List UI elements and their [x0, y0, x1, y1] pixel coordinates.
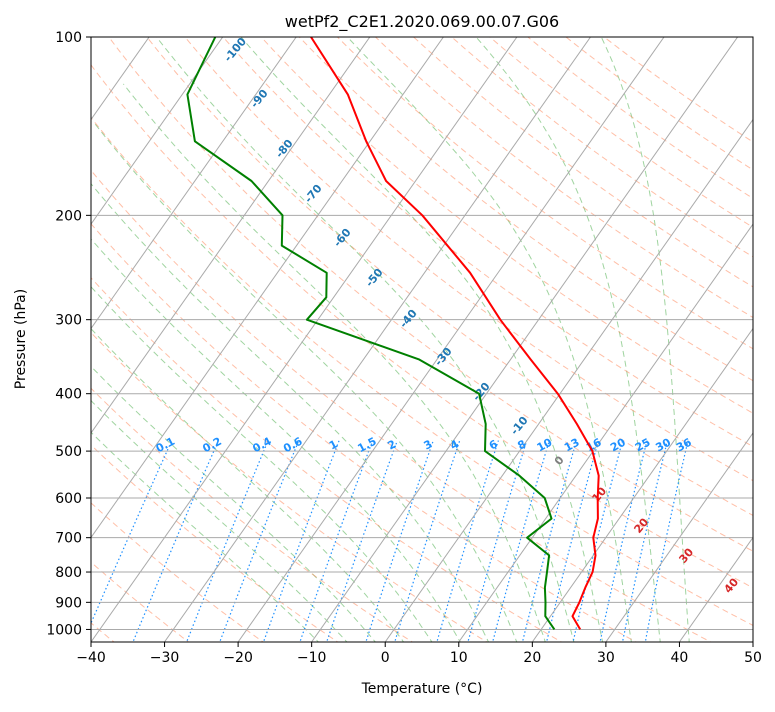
mixing-ratio-label: 0.4	[250, 435, 274, 456]
dry-adiabat-label: 30	[676, 545, 696, 565]
mixing-ratio-line	[645, 441, 688, 645]
mixing-ratio-line	[365, 441, 433, 645]
isotherm-line	[0, 24, 306, 645]
moist-adiabat-line	[123, 84, 546, 645]
dry-adiabat-label: -40	[397, 307, 420, 331]
mixing-ratio-line	[546, 441, 599, 645]
plot-frame	[91, 37, 753, 642]
y-tick-label: 400	[55, 387, 82, 403]
mixing-ratio-label: 2	[385, 437, 398, 452]
x-tick-label: 10	[450, 650, 468, 666]
y-tick-label: 500	[55, 444, 82, 460]
x-axis-label: Temperature (°C)	[361, 681, 483, 697]
mixing-ratio-line	[82, 441, 172, 645]
x-tick-label: −20	[223, 650, 253, 666]
isotherm-line	[0, 24, 379, 645]
dry-adiabat-line	[287, 24, 775, 645]
dry-adiabat-line	[324, 24, 775, 645]
isotherm-line	[236, 24, 673, 645]
dry-adiabat-line	[512, 24, 775, 645]
mixing-ratio-line	[436, 441, 498, 645]
isotherm-line	[89, 24, 526, 645]
dry-adiabat-label: -90	[248, 87, 271, 111]
moist-adiabat-line	[476, 37, 660, 644]
pressure-grid	[91, 37, 753, 629]
x-tick-label: −30	[150, 650, 180, 666]
mixing-ratio-line	[132, 441, 218, 645]
mixing-ratio-line	[600, 441, 648, 645]
mixing-ratio-line	[219, 441, 299, 645]
isotherm-line	[0, 24, 11, 645]
mixing-ratio-line	[522, 441, 577, 645]
dry-adiabat-label: -50	[363, 266, 386, 290]
dry-adiabat-label: 0	[552, 453, 567, 467]
isotherm-line	[163, 24, 600, 645]
y-tick-label: 700	[55, 531, 82, 547]
mixing-ratio-label: 1.5	[355, 435, 378, 456]
moist-adiabat-line	[601, 37, 689, 644]
mixing-ratio-label: 3	[422, 437, 435, 452]
mixing-ratio-label: 6	[487, 437, 500, 452]
dry-adiabat-line	[0, 24, 566, 645]
x-tick-label: −40	[76, 650, 106, 666]
y-tick-label: 100	[55, 30, 82, 46]
x-tick-label: 50	[744, 650, 762, 666]
mixing-ratio-line	[263, 441, 340, 645]
mixing-ratio-label: 0.1	[154, 435, 177, 456]
mixing-ratio-line	[622, 441, 667, 645]
dry-adiabat-line	[0, 24, 416, 645]
x-tick-label: 30	[597, 650, 615, 666]
dewpoint-profile-line	[187, 37, 554, 629]
x-tick-label: 0	[381, 650, 390, 666]
dry-adiabat-line	[475, 24, 775, 645]
y-tick-label: 200	[55, 208, 82, 224]
dry-adiabat-line	[0, 24, 491, 645]
isotherm-line	[531, 24, 775, 645]
isotherm-grid	[0, 24, 775, 645]
profiles	[187, 37, 598, 629]
dry-adiabat-label: -100	[221, 35, 249, 65]
dry-adiabat-line	[437, 24, 775, 645]
mixing-ratio-line	[467, 441, 526, 645]
moist-adiabat-line	[49, 188, 461, 644]
x-tick-label: 20	[523, 650, 541, 666]
isotherm-line	[457, 24, 775, 645]
y-tick-label: 600	[55, 491, 82, 507]
mixing-ratio-label: 8	[515, 437, 528, 452]
mixing-ratio-label: 0.2	[200, 435, 223, 456]
chart-title: wetPf2_C2E1.2020.069.00.07.G06	[285, 12, 559, 32]
mixing-ratio-line	[186, 441, 268, 645]
y-tick-label: 300	[55, 313, 82, 329]
mixing-ratio-label: 4	[448, 437, 461, 452]
isotherm-line	[0, 24, 232, 645]
dry-adiabat-line	[137, 24, 775, 645]
dry-adiabat-label: 10	[589, 484, 609, 504]
y-tick-label: 900	[55, 595, 82, 611]
moist-adiabat-line	[347, 37, 631, 644]
isotherm-line	[751, 24, 775, 645]
dry-adiabat-line	[0, 24, 267, 645]
x-tick-label: 40	[671, 650, 689, 666]
dry-adiabat-label: -80	[273, 137, 296, 161]
moist-adiabats	[0, 37, 689, 644]
isotherm-line	[384, 24, 775, 645]
y-axis-label: Pressure (hPa)	[13, 289, 29, 389]
y-axis-ticks: 100 200 300 400 500 600 700 800 900 1000	[46, 30, 91, 638]
mixing-ratio-line	[492, 441, 549, 645]
x-axis-ticks: −40 −30 −20 −10 0 10 20 30 40 50	[76, 642, 762, 666]
mixing-ratio-label: 0.6	[281, 435, 305, 456]
dry-adiabat-label: -70	[302, 182, 325, 206]
dry-adiabat-line	[399, 24, 775, 645]
moist-adiabat-line	[0, 278, 349, 645]
y-tick-label: 800	[55, 565, 82, 581]
y-tick-label: 1000	[46, 622, 82, 638]
moist-adiabat-line	[70, 158, 489, 645]
isotherm-line	[16, 24, 453, 645]
x-tick-label: −10	[297, 650, 327, 666]
